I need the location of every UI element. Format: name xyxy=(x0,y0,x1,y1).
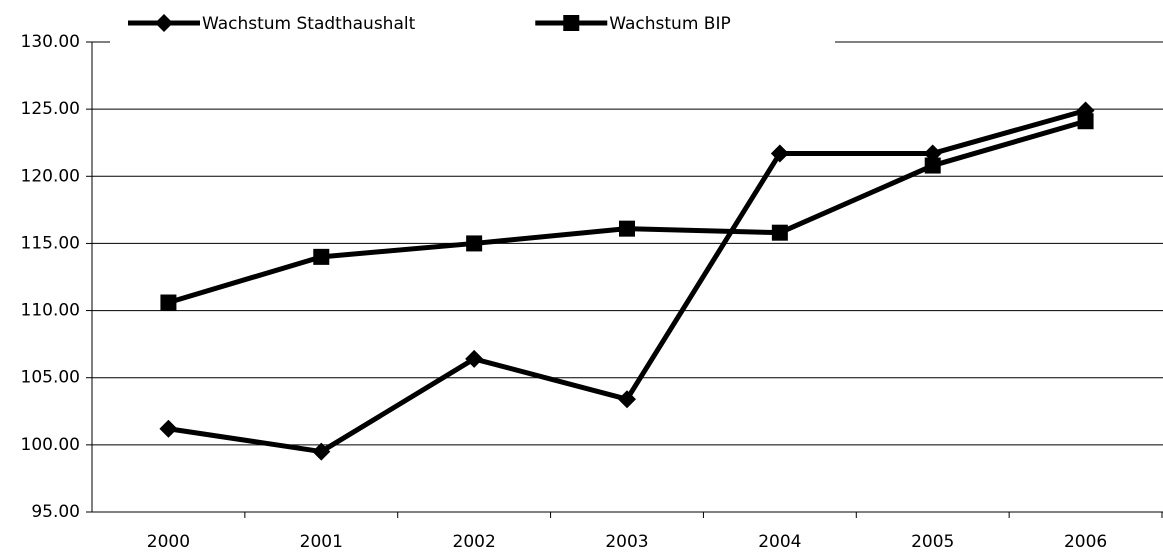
data-point xyxy=(619,220,635,237)
data-point xyxy=(466,235,483,252)
data-point xyxy=(312,442,331,461)
y-tick-label: 95.00 xyxy=(31,502,80,522)
y-tick-label: 125.00 xyxy=(21,99,80,119)
data-point xyxy=(1077,113,1094,130)
y-tick-label: 115.00 xyxy=(21,233,80,253)
x-tick-label: 2003 xyxy=(605,532,648,552)
x-tick-label: 2004 xyxy=(758,532,801,552)
data-point xyxy=(924,157,941,174)
x-tick-label: 2002 xyxy=(453,532,496,552)
x-tick-label: 2000 xyxy=(147,532,190,552)
y-tick-label: 120.00 xyxy=(21,166,80,186)
data-point xyxy=(160,294,177,311)
data-point xyxy=(770,144,789,163)
x-tick-label: 2001 xyxy=(300,532,343,552)
legend-label: Wachstum Stadthaushalt xyxy=(202,14,416,34)
data-point xyxy=(159,419,178,438)
y-tick-label: 105.00 xyxy=(21,368,80,388)
legend-background xyxy=(110,5,835,47)
legend-marker xyxy=(563,15,580,31)
legend: Wachstum Stadthaushalt Wachstum BIP xyxy=(110,5,835,47)
legend-label: Wachstum BIP xyxy=(609,14,730,34)
x-tick-label: 2005 xyxy=(911,532,954,552)
data-point xyxy=(465,349,484,368)
y-tick-label: 100.00 xyxy=(21,435,80,455)
data-point xyxy=(313,248,330,265)
data-point xyxy=(618,390,636,409)
x-tick-label: 2006 xyxy=(1064,532,1107,552)
y-tick-label: 130.00 xyxy=(21,32,80,52)
legend-marker xyxy=(155,14,173,32)
y-tick-label: 110.00 xyxy=(21,301,80,321)
data-point xyxy=(771,224,788,241)
